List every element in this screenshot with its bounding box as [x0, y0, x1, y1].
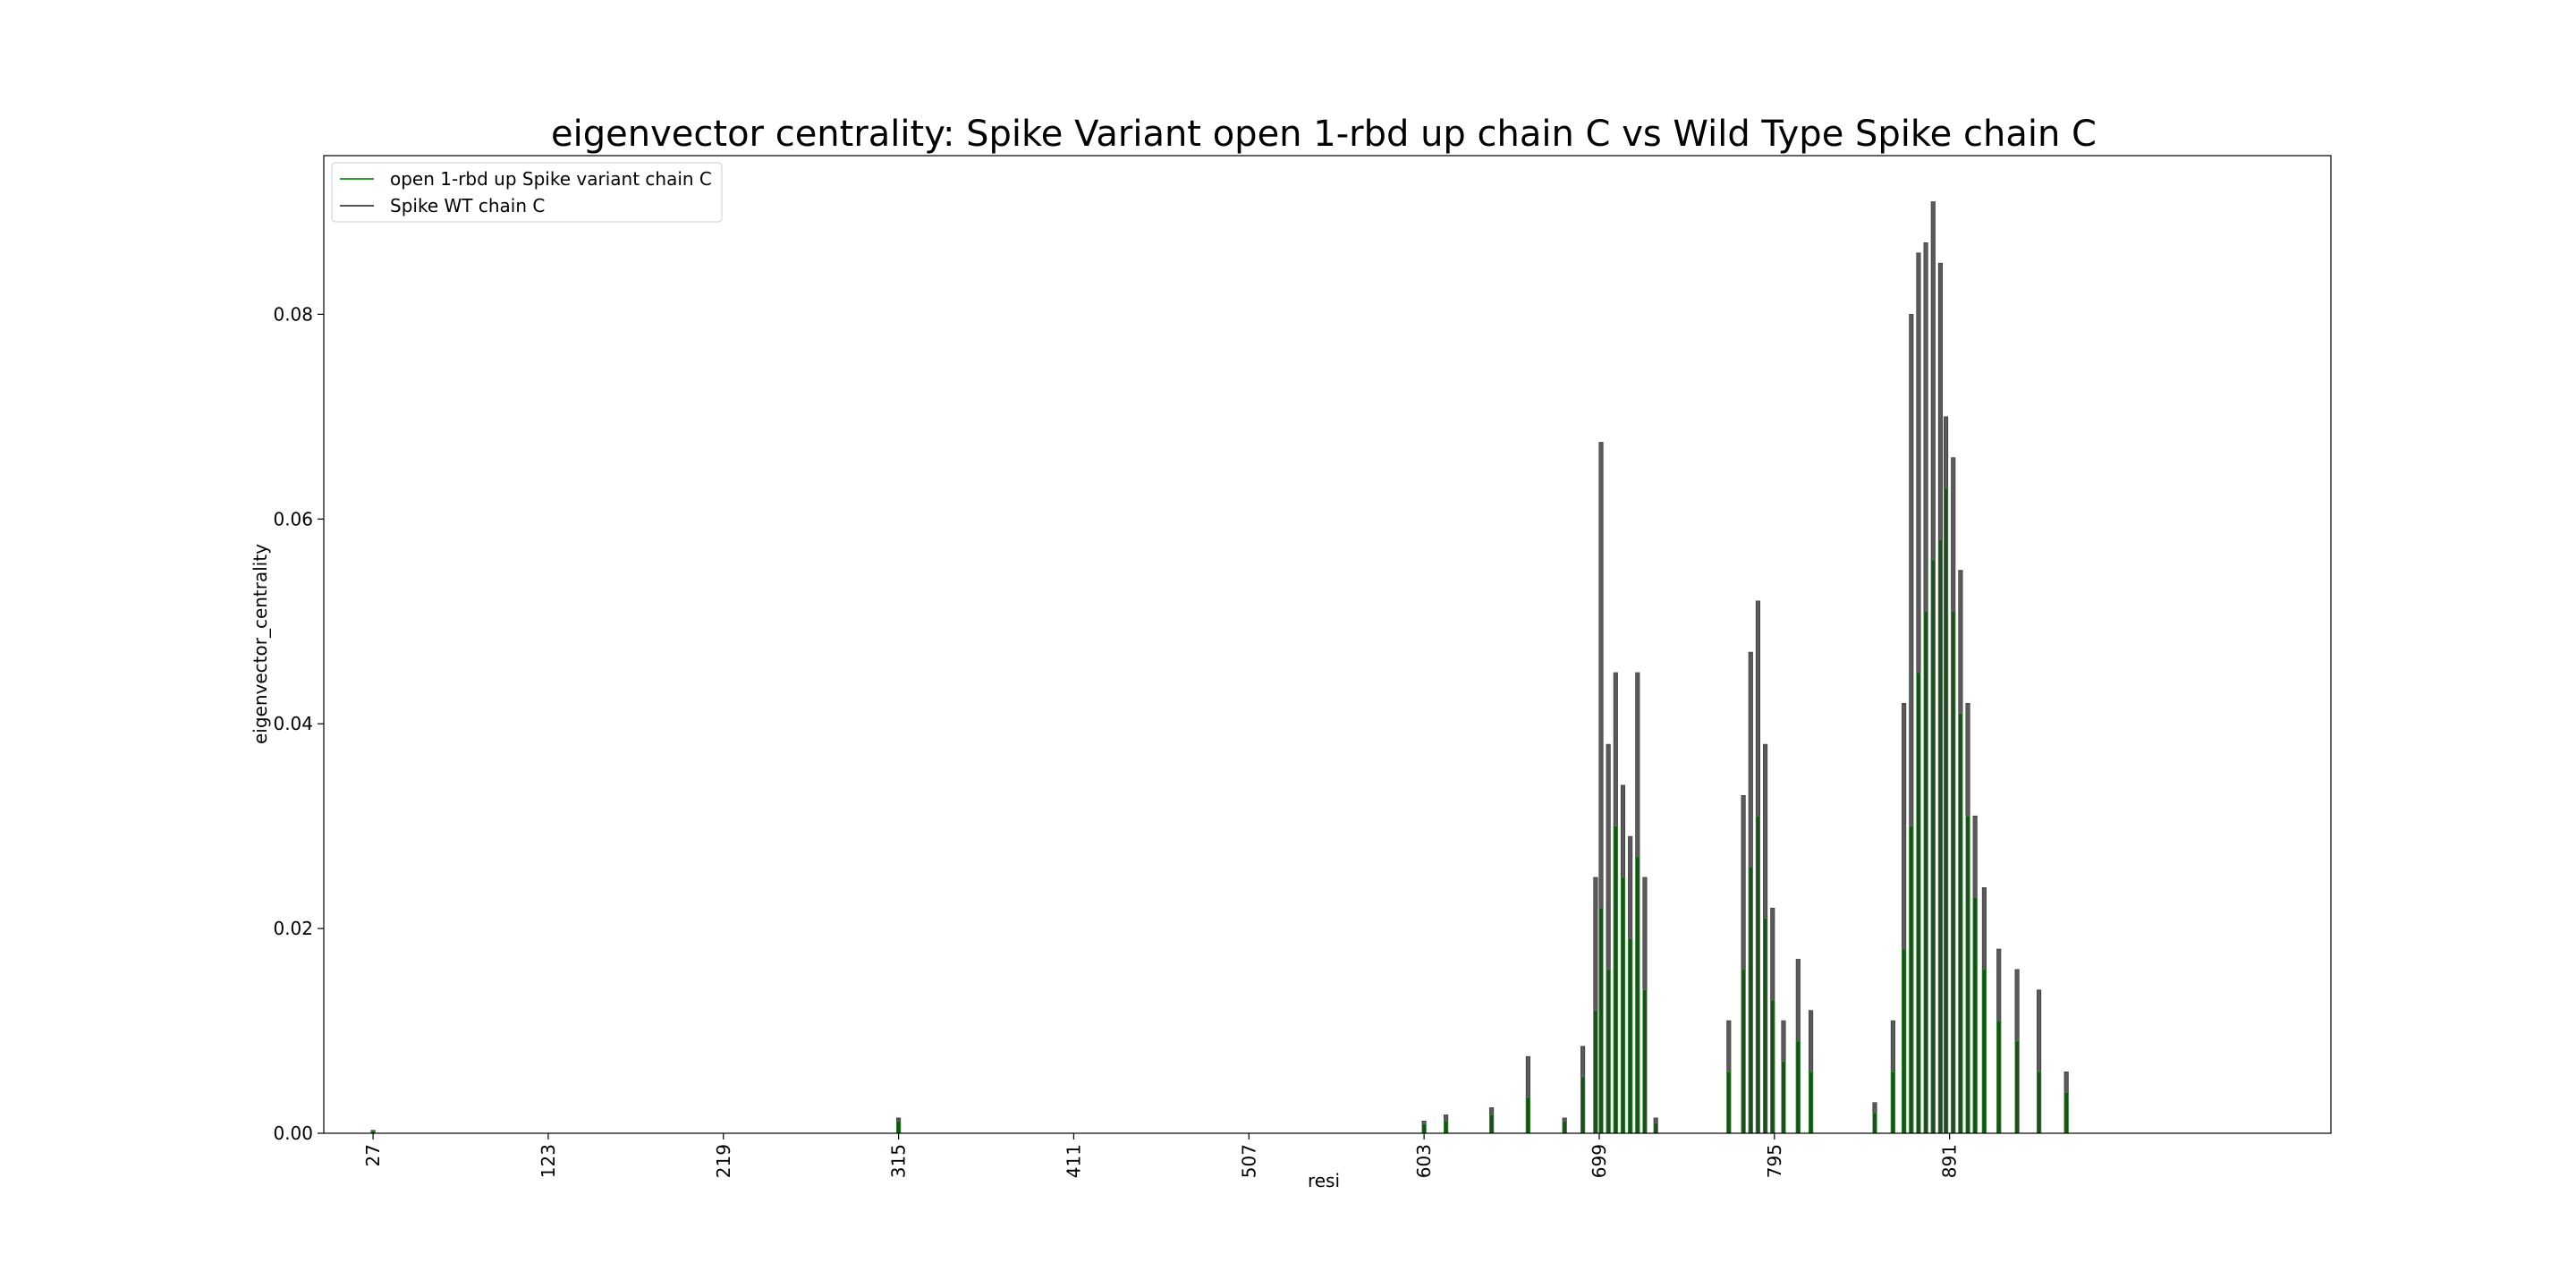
x-tick-label: 27 [362, 1144, 384, 1166]
bar-variant [1965, 815, 1970, 1134]
y-axis-label: eigenvector_centrality [250, 544, 271, 744]
bar-variant [1890, 1072, 1895, 1134]
bar-variant [1642, 989, 1648, 1134]
bar-variant [1909, 826, 1914, 1134]
bar-variant [1598, 907, 1604, 1134]
legend-box [331, 162, 723, 223]
legend-label-wt: Spike WT chain C [390, 195, 545, 216]
bar-variant [1444, 1120, 1449, 1134]
bar-variant [1972, 897, 1978, 1134]
y-axis: 0.00 0.02 0.04 0.06 0.08 [273, 303, 324, 1144]
bar-variant [1916, 672, 1921, 1134]
bar-variant [1726, 1072, 1732, 1134]
bar-variant [896, 1120, 902, 1134]
y-tick-label: 0.04 [273, 713, 313, 734]
x-tick-label: 891 [1939, 1144, 1961, 1178]
x-tick-label: 123 [538, 1144, 559, 1178]
y-tick-label: 0.00 [273, 1123, 313, 1144]
bar-variant [2063, 1091, 2069, 1134]
bar-variant [1525, 1097, 1530, 1134]
bar-variant [1763, 918, 1768, 1134]
bar-variant [1944, 487, 1949, 1134]
x-axis: 27 123 219 315 411 507 603 699 795 891 [362, 1133, 1961, 1178]
bar-variant [2037, 1072, 2042, 1134]
x-tick-label: 507 [1238, 1144, 1259, 1178]
bar-variant [1421, 1123, 1427, 1134]
x-tick-label: 699 [1589, 1144, 1610, 1178]
bar-variant [1902, 948, 1907, 1134]
bar-variant [1606, 969, 1611, 1134]
y-tick-label: 0.08 [273, 303, 313, 325]
bar-variant [1489, 1114, 1495, 1134]
bar-variant [1613, 826, 1618, 1134]
bar-variant [1923, 611, 1928, 1134]
bar-variant [1996, 1020, 2002, 1134]
bar-variant [1981, 969, 1987, 1134]
bar-variant [1653, 1123, 1658, 1134]
bar-variant [1958, 713, 1963, 1134]
bar-variant [1872, 1112, 1877, 1134]
bar-variant [1770, 999, 1775, 1134]
bar-variant [1741, 969, 1746, 1134]
bar-variant [1937, 538, 1943, 1134]
axes-frame [323, 155, 2332, 1134]
bar-variant [1755, 815, 1760, 1134]
legend-label-variant: open 1-rbd up Spike variant chain C [390, 168, 712, 190]
bar-variant [1951, 611, 1956, 1134]
x-axis-label: resi [1308, 1170, 1340, 1191]
bar-variant [1930, 559, 1936, 1134]
bar-variant [1809, 1072, 1814, 1134]
x-tick-label: 411 [1063, 1144, 1084, 1178]
bar-variant [1562, 1120, 1567, 1134]
chart-title: eigenvector centrality: Spike Variant op… [551, 114, 2097, 155]
bar-variant [1748, 867, 1753, 1134]
bar-variant [1593, 1010, 1598, 1134]
y-tick-label: 0.02 [273, 918, 313, 939]
bar-variant [1628, 938, 1633, 1134]
x-tick-label: 795 [1764, 1144, 1785, 1178]
bar-variant [2014, 1040, 2020, 1134]
x-tick-label: 315 [888, 1144, 910, 1178]
bar-variant [1781, 1061, 1786, 1134]
bar-variant [1795, 1040, 1801, 1134]
x-tick-label: 219 [713, 1144, 734, 1178]
x-tick-label: 603 [1413, 1144, 1435, 1178]
bar-variant [1635, 856, 1640, 1134]
legend[interactable]: open 1-rbd up Spike variant chain C Spik… [331, 162, 723, 223]
bar-variant [1580, 1076, 1586, 1134]
plot-area [323, 155, 2332, 1134]
bar-variant [1620, 877, 1626, 1134]
y-tick-label: 0.06 [273, 508, 313, 530]
